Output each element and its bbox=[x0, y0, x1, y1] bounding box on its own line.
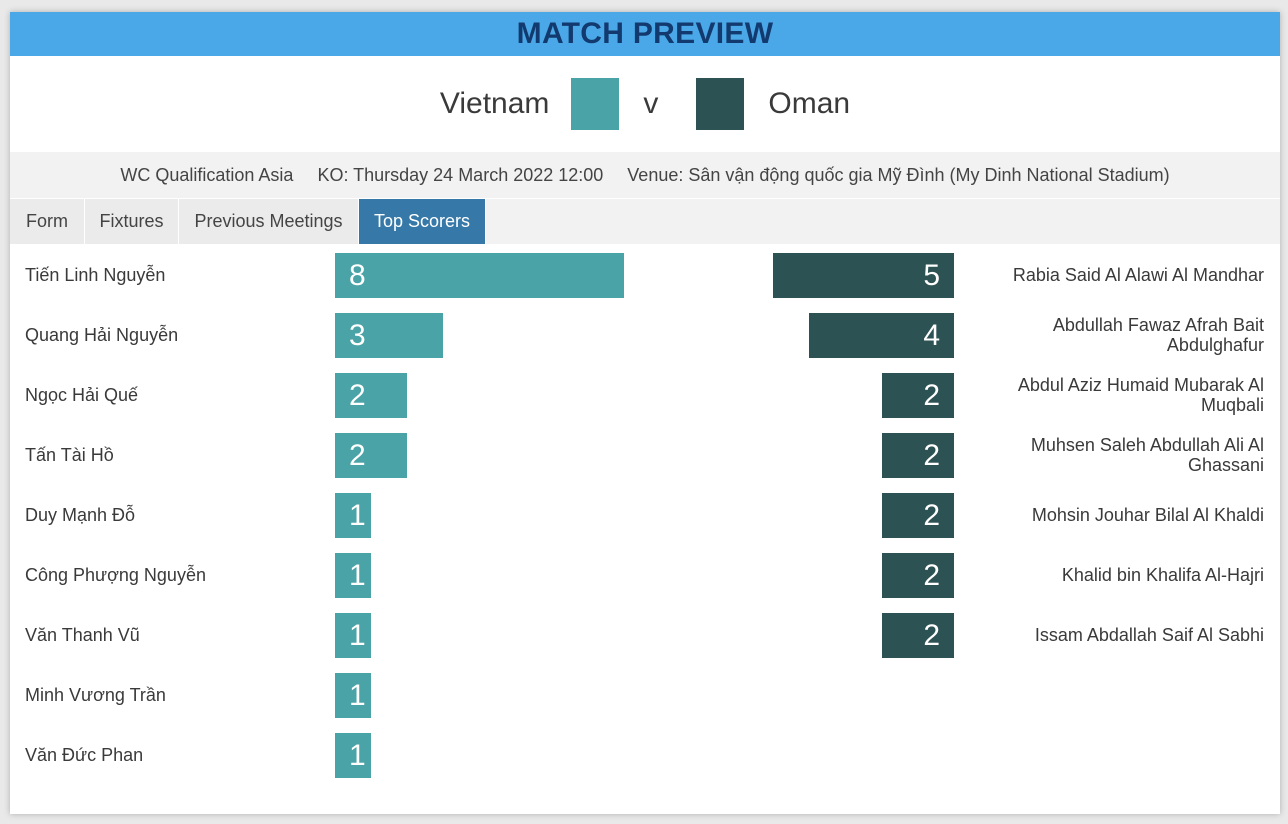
scorer-row: Duy Mạnh Đỗ 1 2 Mohsin Jouhar Bilal Al Khal… bbox=[10, 492, 1280, 552]
away-goals-value: 5 bbox=[923, 258, 940, 292]
home-goals-bar: 3 bbox=[335, 313, 443, 358]
away-goals-bar: 2 bbox=[882, 493, 954, 538]
away-goals-bar: 2 bbox=[882, 373, 954, 418]
away-scorer-name: Rabia Said Al Alawi Al Mandhar bbox=[1012, 265, 1264, 285]
away-team-name: Oman bbox=[768, 87, 851, 120]
home-goals-value: 3 bbox=[349, 318, 366, 352]
tab-bar: Form Fixtures Previous Meetings Top Scor… bbox=[10, 199, 1280, 244]
away-goals-value: 2 bbox=[923, 618, 940, 652]
home-scorer-name: Quang Hải Nguyễn bbox=[25, 324, 179, 345]
tab-fixtures[interactable]: Fixtures bbox=[85, 199, 179, 244]
home-scorer-name: Tiến Linh Nguyễn bbox=[25, 264, 166, 285]
home-goals-bar: 1 bbox=[335, 613, 371, 658]
page-title: MATCH PREVIEW bbox=[516, 17, 774, 50]
home-goals-bar: 1 bbox=[335, 673, 371, 718]
header-bar: MATCH PREVIEW bbox=[10, 12, 1280, 56]
tab-top-scorers[interactable]: Top Scorers bbox=[359, 199, 486, 244]
home-scorer-name: Tấn Tài Hồ bbox=[25, 444, 114, 465]
home-goals-bar: 1 bbox=[335, 553, 371, 598]
tab-previous-meetings-label: Previous Meetings bbox=[194, 211, 343, 231]
home-scorer-name: Minh Vương Trần bbox=[25, 684, 166, 705]
scorer-row: Công Phượng Nguyễn 1 2 Khalid bin Khalifa A… bbox=[10, 552, 1280, 612]
scorer-row: Ngọc Hải Quế 2 2 Abdul Aziz Humaid Mubarak … bbox=[10, 372, 1280, 432]
tab-top-scorers-label: Top Scorers bbox=[373, 211, 471, 231]
home-goals-value: 1 bbox=[349, 558, 366, 592]
away-scorer-name: Mohsin Jouhar Bilal Al Khaldi bbox=[1031, 505, 1264, 525]
home-goals-bar: 2 bbox=[335, 433, 407, 478]
home-scorer-name: Văn Thanh Vũ bbox=[25, 624, 140, 645]
tab-fixtures-label: Fixtures bbox=[99, 211, 164, 231]
home-team-name: Vietnam bbox=[439, 87, 550, 120]
teams-row: Vietnam v Oman bbox=[10, 56, 1280, 152]
tab-form-label: Form bbox=[26, 211, 68, 231]
away-goals-bar: 4 bbox=[809, 313, 954, 358]
home-goals-value: 2 bbox=[349, 378, 366, 412]
away-goals-bar: 2 bbox=[882, 613, 954, 658]
scorer-row: Tấn Tài Hồ 2 2 Muhsen Saleh Abdullah Ali Al… bbox=[10, 432, 1280, 492]
home-goals-bar: 1 bbox=[335, 493, 371, 538]
away-goals-value: 2 bbox=[923, 378, 940, 412]
match-preview-card: MATCH PREVIEW Vietnam v Oman WC Qualific… bbox=[10, 12, 1280, 814]
away-goals-bar: 2 bbox=[882, 553, 954, 598]
home-goals-bar: 2 bbox=[335, 373, 407, 418]
kickoff-label: KO: Thursday 24 March 2022 12:00 bbox=[317, 164, 604, 185]
home-team-color-swatch bbox=[571, 78, 620, 130]
home-goals-value: 2 bbox=[349, 438, 366, 472]
home-scorer-name: Công Phượng Nguyễn bbox=[25, 564, 206, 585]
away-goals-value: 2 bbox=[923, 558, 940, 592]
scorer-row: Minh Vương Trần 1 bbox=[10, 672, 1280, 732]
venue-label: Venue: Sân vận động quốc gia Mỹ Đình (My… bbox=[627, 164, 1170, 185]
home-goals-value: 1 bbox=[349, 618, 366, 652]
competition-label: WC Qualification Asia bbox=[120, 164, 294, 185]
home-scorer-name: Văn Đức Phan bbox=[25, 744, 144, 765]
match-info-bar: WC Qualification Asia KO: Thursday 24 Ma… bbox=[10, 152, 1280, 198]
away-goals-value: 2 bbox=[923, 438, 940, 472]
away-goals-value: 4 bbox=[923, 318, 940, 352]
away-goals-value: 2 bbox=[923, 498, 940, 532]
tab-form[interactable]: Form bbox=[10, 199, 85, 244]
away-scorer-name: Abdul Aziz Humaid Mubarak Al Muqbali bbox=[1017, 375, 1264, 415]
home-goals-value: 1 bbox=[349, 678, 366, 712]
away-scorer-name: Issam Abdallah Saif Al Sabhi bbox=[1034, 625, 1264, 645]
home-goals-bar: 1 bbox=[335, 733, 371, 778]
away-scorer-name: Muhsen Saleh Abdullah Ali Al Ghassani bbox=[1030, 435, 1264, 475]
versus-label: v bbox=[643, 87, 659, 120]
home-goals-bar: 8 bbox=[335, 253, 624, 298]
home-scorer-name: Ngọc Hải Quế bbox=[25, 384, 139, 405]
scorer-row: Tiến Linh Nguyễn 8 5 Rabia Said Al Alawi Al… bbox=[10, 252, 1280, 312]
away-goals-bar: 5 bbox=[773, 253, 954, 298]
scorer-row: Văn Thanh Vũ 1 2 Issam Abdallah Saif Al Sab… bbox=[10, 612, 1280, 672]
home-goals-value: 1 bbox=[349, 738, 366, 772]
top-scorers-list: Tiến Linh Nguyễn 8 5 Rabia Said Al Alawi Al… bbox=[10, 252, 1280, 792]
away-goals-bar: 2 bbox=[882, 433, 954, 478]
tab-previous-meetings[interactable]: Previous Meetings bbox=[179, 199, 359, 244]
home-goals-value: 1 bbox=[349, 498, 366, 532]
away-scorer-name: Abdullah Fawaz Afrah Bait Abdulghafur bbox=[1052, 315, 1264, 355]
away-team-color-swatch bbox=[696, 78, 745, 130]
scorer-row: Quang Hải Nguyễn 3 4 Abdullah Fawaz Afrah B… bbox=[10, 312, 1280, 372]
home-goals-value: 8 bbox=[349, 258, 366, 292]
scorer-row: Văn Đức Phan 1 bbox=[10, 732, 1280, 792]
away-scorer-name: Khalid bin Khalifa Al-Hajri bbox=[1061, 565, 1264, 585]
home-scorer-name: Duy Mạnh Đỗ bbox=[25, 504, 136, 525]
